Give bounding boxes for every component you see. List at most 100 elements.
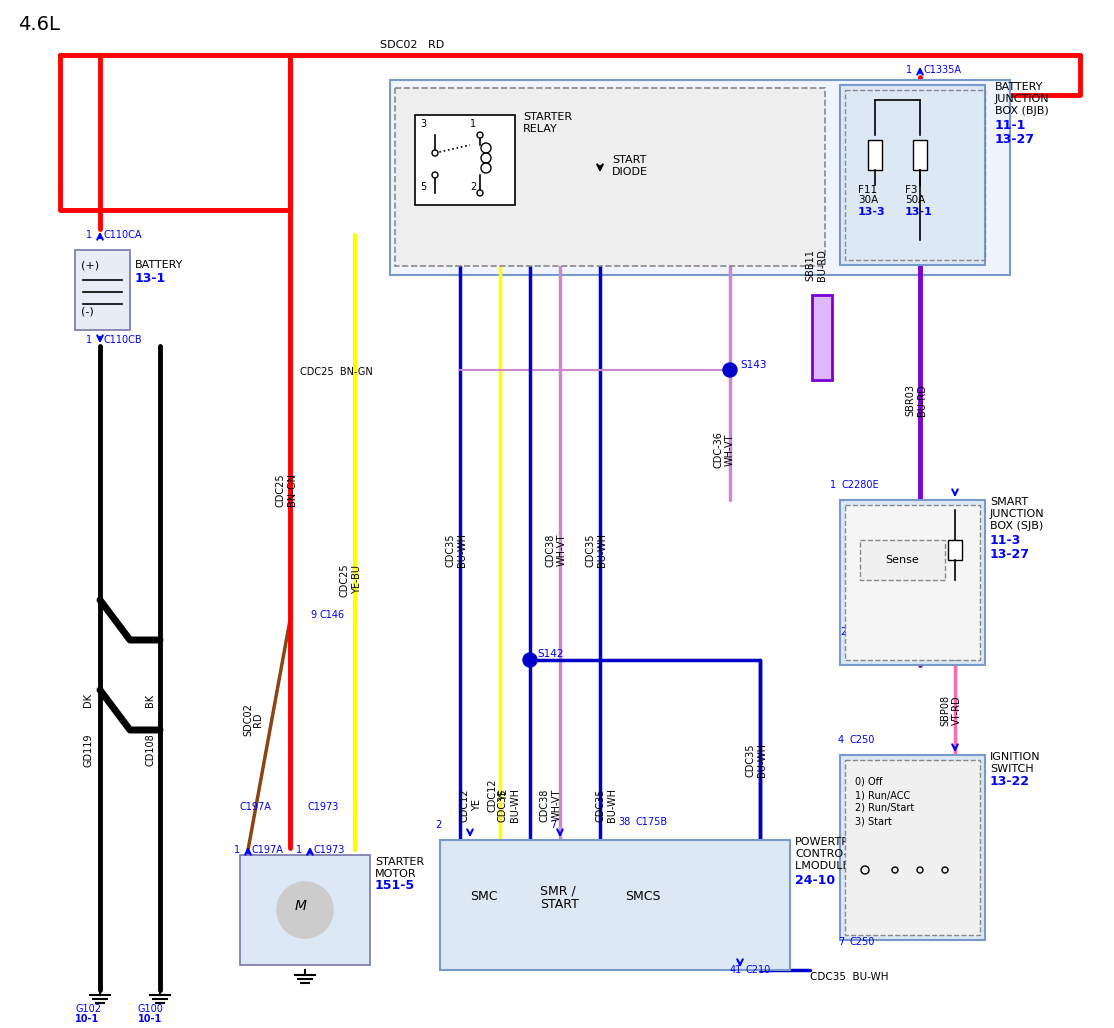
Text: START: START: [540, 898, 579, 911]
Text: CDC25: CDC25: [340, 563, 350, 597]
Text: BU-WH: BU-WH: [457, 533, 467, 567]
Text: CDC35: CDC35: [444, 534, 455, 566]
Text: IGNITION: IGNITION: [990, 752, 1040, 762]
Text: POWERTRAIN: POWERTRAIN: [795, 837, 869, 847]
Text: STARTER: STARTER: [522, 112, 573, 122]
Text: 4.6L: 4.6L: [18, 15, 60, 34]
Text: C175B: C175B: [635, 817, 667, 827]
Text: 1: 1: [830, 480, 837, 490]
Text: C210: C210: [745, 965, 770, 975]
Text: 1: 1: [86, 335, 92, 345]
Text: 13-27: 13-27: [990, 548, 1030, 561]
Text: BU-RD: BU-RD: [917, 384, 927, 416]
Text: WH-VT: WH-VT: [553, 788, 561, 821]
Text: 41: 41: [730, 965, 742, 975]
Text: CDC35: CDC35: [498, 788, 508, 821]
Bar: [846, 90, 985, 260]
Bar: [812, 295, 832, 380]
Text: CDC38: CDC38: [545, 534, 555, 566]
Text: YE: YE: [472, 799, 482, 811]
Bar: [840, 500, 985, 665]
Bar: [390, 80, 1010, 276]
Bar: [948, 540, 962, 560]
Text: 3) Start: 3) Start: [856, 816, 892, 827]
Text: STARTER: STARTER: [375, 857, 424, 867]
Text: CDC-36: CDC-36: [713, 432, 723, 469]
Text: SBR03: SBR03: [905, 384, 915, 416]
Text: CDC25: CDC25: [275, 473, 285, 507]
Text: SMART: SMART: [990, 497, 1028, 507]
Text: 50A: 50A: [905, 195, 926, 205]
Text: C1335A: C1335A: [924, 65, 961, 75]
Text: C110CB: C110CB: [102, 335, 141, 345]
Text: C2280E: C2280E: [842, 480, 880, 490]
Text: BN-GN: BN-GN: [287, 474, 297, 507]
Text: CDC35: CDC35: [585, 534, 595, 566]
Text: WH-VT: WH-VT: [725, 434, 735, 466]
Text: CDC38: CDC38: [540, 788, 550, 821]
Text: SDC02   RD: SDC02 RD: [380, 40, 444, 50]
Text: CDC35  BU-WH: CDC35 BU-WH: [810, 972, 889, 982]
Text: C250: C250: [850, 735, 876, 745]
Text: C250: C250: [850, 937, 876, 947]
Text: BATTERY: BATTERY: [135, 260, 184, 270]
Text: 1: 1: [86, 230, 92, 240]
Text: 7: 7: [550, 820, 556, 830]
Text: SWITCH: SWITCH: [990, 764, 1034, 774]
Text: 38: 38: [618, 817, 631, 827]
Text: C2283C: C2283C: [856, 627, 895, 637]
Text: JUNCTION: JUNCTION: [995, 94, 1049, 104]
Bar: [240, 855, 370, 965]
Text: S143: S143: [740, 360, 766, 370]
Text: 13-27: 13-27: [995, 133, 1035, 146]
Text: 2: 2: [470, 182, 477, 192]
Text: (+): (+): [81, 260, 99, 270]
Text: F3: F3: [905, 185, 918, 195]
Text: SMCS: SMCS: [625, 890, 661, 903]
Bar: [395, 88, 825, 266]
Text: 10-1: 10-1: [138, 1014, 163, 1024]
Text: G102: G102: [75, 1004, 101, 1014]
Text: 1: 1: [470, 119, 476, 128]
Circle shape: [522, 653, 537, 667]
Text: C1973: C1973: [307, 802, 340, 812]
Text: 2: 2: [434, 820, 441, 830]
Text: 13-22: 13-22: [990, 775, 1030, 788]
Text: 7: 7: [838, 937, 844, 947]
Text: YE: YE: [499, 790, 509, 801]
Bar: [440, 840, 790, 970]
Text: 1: 1: [234, 845, 240, 855]
Text: RELAY: RELAY: [522, 124, 558, 134]
Circle shape: [723, 363, 737, 377]
Text: C197A: C197A: [240, 802, 272, 812]
Text: CDC35: CDC35: [595, 788, 605, 821]
Text: RD: RD: [253, 712, 263, 727]
Text: 13-1: 13-1: [905, 207, 932, 217]
Text: BOX (BJB): BOX (BJB): [995, 106, 1048, 116]
Bar: [868, 140, 882, 170]
Text: WH-VT: WH-VT: [557, 534, 567, 566]
Text: SBB11: SBB11: [805, 249, 815, 281]
Text: 22: 22: [840, 627, 852, 637]
Text: 13-1: 13-1: [135, 272, 166, 285]
Text: 0) Off: 0) Off: [856, 777, 882, 787]
Text: 15A: 15A: [940, 594, 960, 604]
Text: 24-10: 24-10: [795, 874, 836, 887]
Text: 13-22: 13-22: [940, 607, 976, 617]
Text: S142: S142: [537, 649, 564, 659]
Text: 151-5: 151-5: [375, 879, 416, 892]
Text: 1) Run/ACC: 1) Run/ACC: [856, 790, 910, 800]
Text: BU-WH: BU-WH: [758, 743, 768, 777]
Text: CDC25  BN-GN: CDC25 BN-GN: [300, 367, 373, 377]
Text: 11-3: 11-3: [990, 534, 1022, 547]
Text: C1973: C1973: [313, 845, 344, 855]
Circle shape: [277, 882, 333, 938]
Text: VT-RD: VT-RD: [952, 695, 962, 725]
Text: BU-WH: BU-WH: [510, 788, 520, 822]
Text: CONTRO-: CONTRO-: [795, 849, 848, 859]
Text: CDC12: CDC12: [487, 778, 497, 812]
Text: MOTOR: MOTOR: [375, 869, 417, 879]
Text: SBP08: SBP08: [940, 695, 950, 726]
Circle shape: [477, 190, 483, 196]
Text: SDC02: SDC02: [243, 703, 253, 736]
